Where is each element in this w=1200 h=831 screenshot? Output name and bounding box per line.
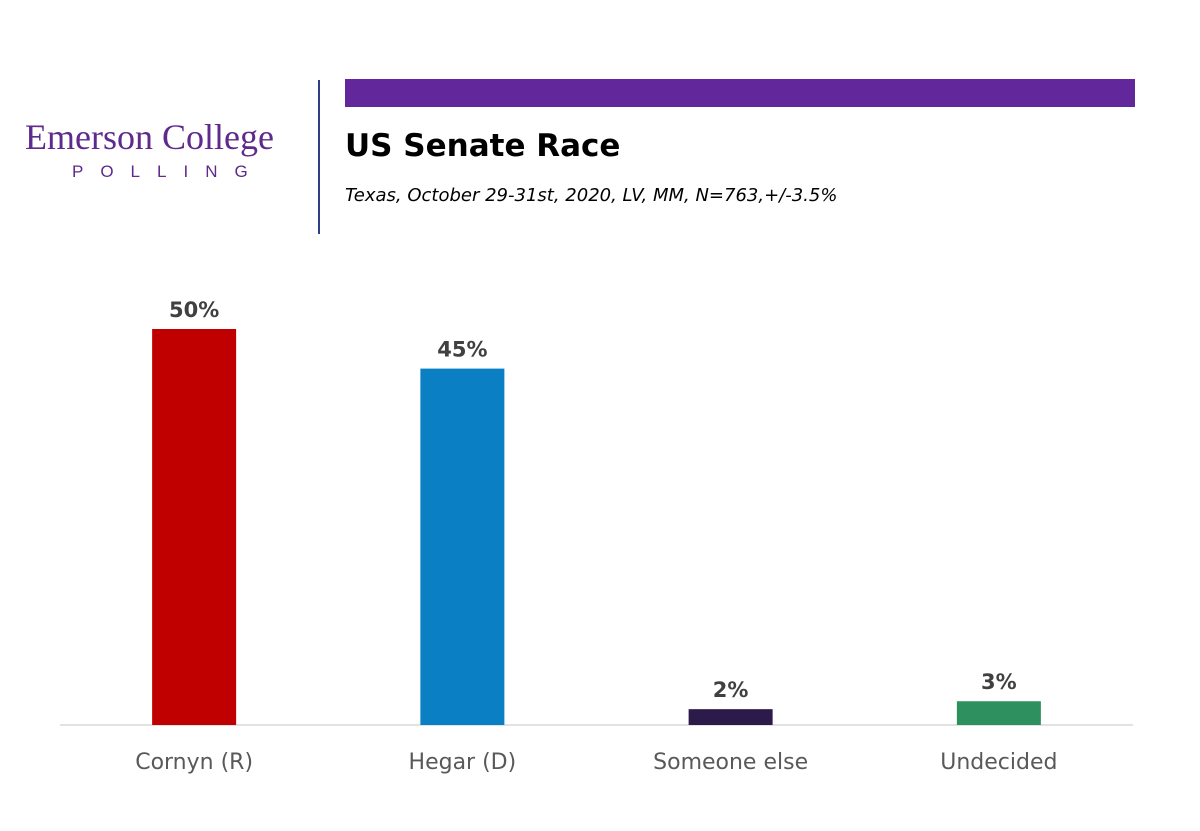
category-label-2: Someone else [653, 750, 808, 775]
chart-title: US Senate Race [345, 128, 621, 164]
header-divider [318, 80, 320, 234]
bar-1 [420, 368, 505, 725]
logo-subtitle: POLLING [72, 162, 265, 181]
chart-subtitle: Texas, October 29-31st, 2020, LV, MM, N=… [345, 185, 838, 206]
bar-3 [956, 701, 1041, 725]
category-label-1: Hegar (D) [409, 750, 517, 775]
data-label-1: 45% [437, 338, 487, 362]
data-label-3: 3% [981, 670, 1017, 694]
category-label-3: Undecided [940, 750, 1057, 775]
category-label-0: Cornyn (R) [135, 750, 253, 775]
data-label-2: 2% [713, 678, 749, 702]
logo-name: Emerson College [25, 117, 274, 157]
bar-0 [152, 329, 237, 725]
bar-2 [688, 709, 773, 725]
accent-bar [345, 79, 1135, 107]
data-label-0: 50% [169, 298, 219, 322]
